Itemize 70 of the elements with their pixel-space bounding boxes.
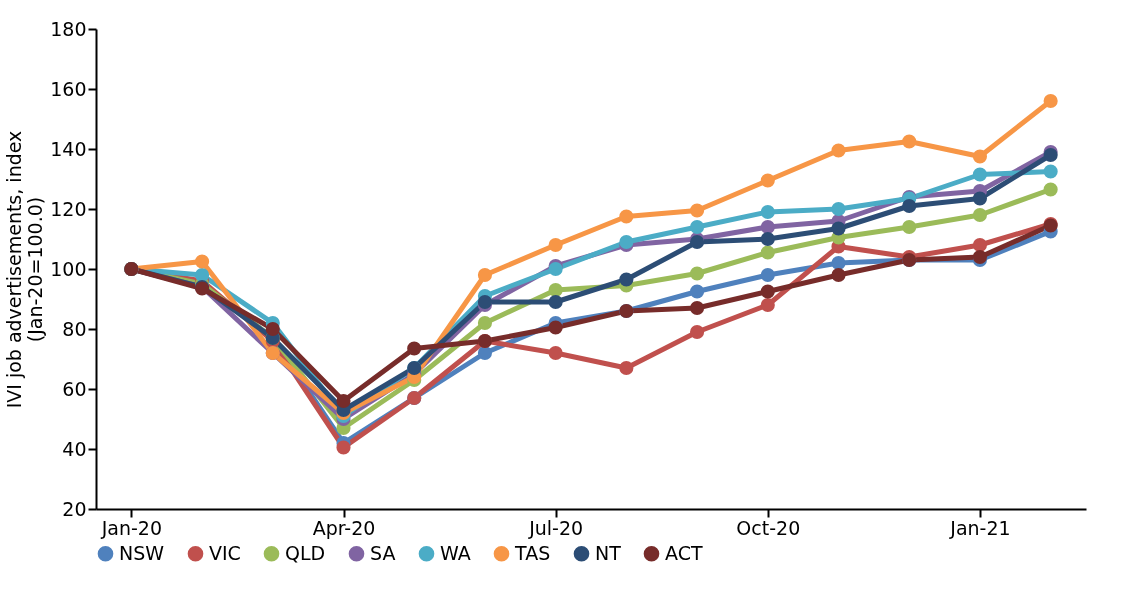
x-tick-label: Jan-20 — [100, 516, 163, 539]
point — [690, 284, 705, 299]
x-tick-label: Jan-21 — [949, 516, 1011, 539]
point — [690, 324, 705, 340]
point — [831, 267, 846, 283]
point — [831, 143, 846, 158]
legend-label: NSW — [119, 541, 165, 564]
point — [195, 267, 210, 283]
legend-label: TAS — [514, 541, 551, 564]
point — [477, 345, 492, 361]
point — [902, 198, 917, 214]
legend-label: SA — [370, 541, 396, 564]
point — [619, 209, 634, 224]
point — [548, 282, 563, 298]
point — [690, 219, 705, 235]
point — [972, 167, 987, 182]
y-tick-label: 20 — [62, 497, 87, 520]
y-tick-label: 100 — [50, 257, 87, 280]
point — [760, 297, 775, 313]
point — [760, 267, 775, 283]
point — [336, 440, 351, 455]
point — [690, 300, 705, 316]
y-tick-label: 40 — [62, 437, 87, 460]
x-tick-label: Oct-20 — [736, 516, 801, 539]
point — [1043, 182, 1058, 197]
point — [548, 237, 563, 253]
point — [1043, 164, 1058, 179]
point — [477, 315, 492, 331]
y-tick-label: 140 — [50, 137, 87, 160]
point — [690, 266, 705, 281]
point — [760, 231, 775, 247]
legend-label: QLD — [285, 541, 326, 564]
point — [619, 360, 634, 376]
y-tick-label: 120 — [50, 197, 87, 220]
point — [972, 191, 987, 206]
point — [548, 320, 563, 335]
point — [831, 221, 846, 236]
y-tick-label: 160 — [50, 77, 87, 100]
point — [760, 284, 775, 299]
point — [760, 173, 775, 188]
y-tick-label: 180 — [50, 17, 87, 40]
legend-label: NT — [595, 541, 622, 564]
x-tick-label: Apr-20 — [312, 516, 376, 539]
point — [619, 272, 634, 287]
point — [902, 219, 917, 235]
point — [548, 294, 563, 310]
point — [195, 254, 210, 269]
point — [972, 149, 987, 164]
point — [690, 203, 705, 218]
y-tick-label: 60 — [62, 377, 87, 400]
point — [831, 255, 846, 271]
point — [760, 245, 775, 260]
point — [902, 134, 917, 149]
legend-label: WA — [440, 541, 471, 564]
point — [760, 204, 775, 220]
legend-label: ACT — [665, 541, 703, 564]
point — [407, 341, 422, 356]
point — [336, 393, 351, 409]
point — [972, 237, 987, 253]
point — [548, 345, 563, 361]
point — [265, 321, 280, 337]
point — [972, 207, 987, 223]
x-tick-label: Jul-20 — [528, 516, 584, 539]
legend-label: VIC — [209, 541, 241, 564]
point — [760, 219, 775, 235]
point — [477, 267, 492, 283]
point — [831, 201, 846, 217]
point — [1043, 93, 1058, 109]
y-tick-label: 80 — [62, 317, 87, 340]
y-axis-title: IVI job advertisements, index (Jan-20=100.0) — [3, 130, 47, 409]
